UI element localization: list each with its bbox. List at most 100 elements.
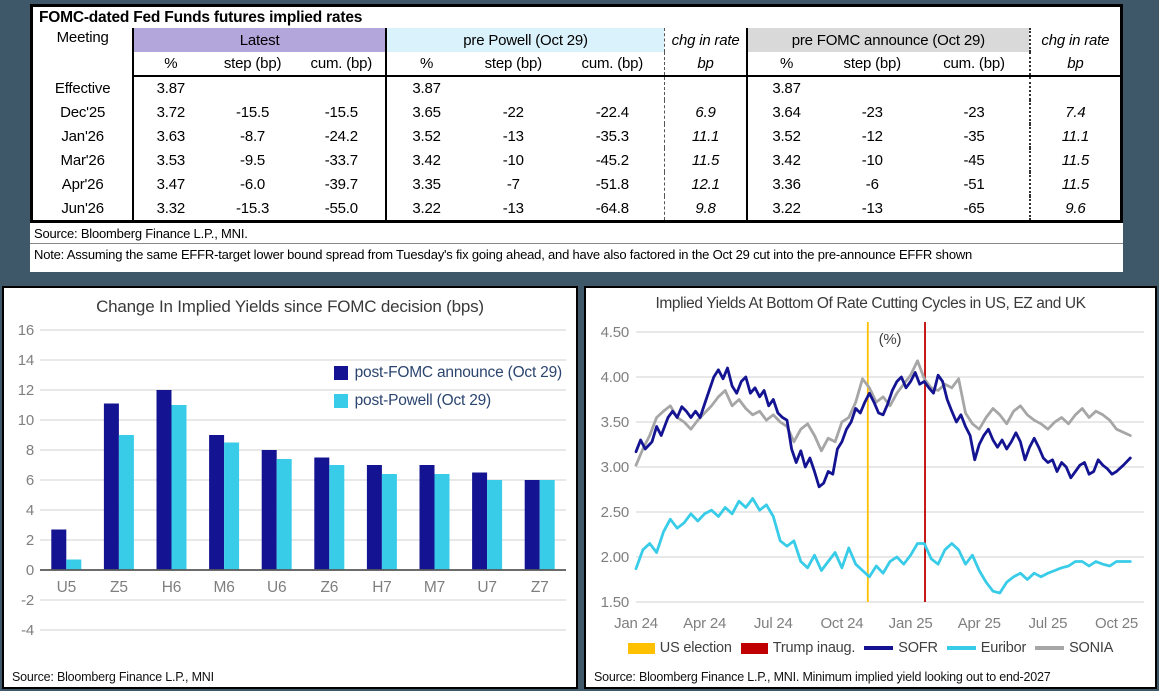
line-chart-legend: US election Trump inaug. SOFR Euribor SONIA [586,640,1155,656]
pre-fomc-group-header: pre FOMC announce (Oct 29) [745,28,1030,52]
y-tick-label: 3.50 [601,414,629,431]
value-cell: -22 [502,103,524,121]
table-source: Source: Bloomberg Finance L.P., MNI. [34,226,248,241]
y-tick-label: 10 [18,412,34,429]
value-cell: 3.87 [384,76,467,100]
x-tick-label: Oct 25 [1095,615,1138,632]
legend-label: post-Powell (Oct 29) [354,392,492,409]
value-cell: 3.36 [745,172,826,196]
value-cell [919,76,1029,100]
y-tick-label: 12 [18,382,34,399]
value-cell: 3.72 [132,100,208,124]
meeting-cell: Dec'25 [60,103,106,121]
legend-swatch-icon [333,366,348,380]
value-cell: -35.3 [595,127,629,145]
y-tick-label: 2.50 [601,504,629,521]
unit-label: (%) [879,331,902,348]
table-row: Jan'26 3.63 -8.7 -24.2 3.52 -13 -35.3 11.1 3.52-… [33,124,1120,148]
legend-label: US election [659,640,732,656]
x-tick-label: Z6 [320,579,338,596]
rates-table-frame: FOMC-dated Fed Funds futures implied rat… [30,4,1123,223]
x-tick-label: H7 [372,579,391,596]
bar-chart-title: Change In Implied Yields since FOMC deci… [96,297,484,316]
value-cell: 3.52 [384,124,467,148]
legend-swatch-icon [864,646,894,650]
bar-post-fomc [51,529,67,570]
value-cell: -7 [506,175,520,193]
value-cell: 11.5 [1028,148,1120,172]
x-tick-label: Jul 24 [754,615,793,632]
col-header: bp [664,52,747,77]
value-cell: 3.35 [384,172,467,196]
legend-label: post-FOMC announce (Oct 29) [354,364,563,381]
value-cell: -55.0 [324,199,358,217]
bar-post-powell [539,480,555,570]
x-tick-label: H6 [162,579,181,596]
bar-post-fomc [156,390,172,570]
value-cell: -35 [963,127,985,145]
line-chart-panel: Implied Yields At Bottom Of Rate Cutting… [584,286,1157,689]
bar-chart-panel: Change In Implied Yields since FOMC deci… [2,286,578,689]
value-cell: -13 [502,127,524,145]
value-cell: -23 [963,103,985,121]
value-cell: -23 [861,103,883,121]
y-tick-label: 2.00 [601,549,629,566]
value-cell: 3.22 [384,196,467,220]
value-cell: 3.52 [745,124,826,148]
pre-powell-group-header: pre Powell (Oct 29) [384,28,665,52]
value-cell: -9.5 [240,151,266,169]
value-cell: -6 [865,175,879,193]
x-tick-label: Jan 24 [614,615,658,632]
value-cell: -45.2 [595,151,629,169]
value-cell: -15.5 [324,103,358,121]
y-tick-label: -4 [21,622,34,639]
value-cell: -15.3 [235,199,270,217]
bar-chart-source: Source: Bloomberg Finance L.P., MNI [12,670,214,684]
sub-header-row: % step (bp) cum. (bp) % step (bp) cum. (… [33,52,1120,77]
bar-post-powell [118,435,134,570]
bar-post-fomc [366,465,382,570]
value-cell: -51.8 [595,175,629,193]
legend-label: Euribor [980,640,1027,656]
value-cell: -33.7 [324,151,358,169]
bar-post-fomc [472,472,488,570]
y-tick-label: 16 [18,322,34,339]
bar-post-powell [434,474,450,570]
value-cell: 3.87 [745,76,826,100]
value-cell: 3.42 [384,148,467,172]
value-cell: -8.7 [240,127,266,145]
series-line [634,359,1132,467]
y-tick-label: 4 [26,502,34,519]
value-cell: -64.8 [595,199,629,217]
line-chart-svg: 4.50 4.00 3.50 3.00 2.50 2.00 1.50 Jan 24 Apr 24… [601,322,1144,632]
chg-in-rate-header-2: chg in rate [1028,28,1120,52]
value-cell: 3.42 [745,148,826,172]
value-cell: -13 [502,199,524,217]
bar-post-fomc [103,403,119,570]
meeting-cell: Jan'26 [61,127,104,145]
fed-funds-table-panel: FOMC-dated Fed Funds futures implied rat… [30,4,1123,272]
value-cell: -6.0 [240,175,266,193]
x-tick-label: Apr 25 [958,615,1001,632]
x-tick-label: U5 [57,579,76,596]
y-tick-label: 14 [18,352,34,369]
series-line [634,366,1132,489]
col-header: % [745,52,826,77]
value-cell: -13 [861,199,883,217]
value-cell: 11.5 [664,148,747,172]
y-tick-label: 6 [26,472,34,489]
value-cell: 3.63 [132,124,208,148]
y-tick-label: 0 [26,562,34,579]
table-title: FOMC-dated Fed Funds futures implied rat… [39,9,363,26]
legend-item: post-Powell (Oct 29) [333,392,562,410]
col-header: step (bp) [207,52,298,77]
legend-item: SONIA [1035,640,1113,656]
bar-post-fomc [419,465,435,570]
value-cell: -15.5 [235,103,270,121]
value-cell [825,76,919,100]
value-cell: 3.32 [132,196,208,220]
y-tick-label: 2 [26,532,34,549]
bar-post-powell [487,480,503,570]
value-cell: 9.8 [664,196,747,220]
